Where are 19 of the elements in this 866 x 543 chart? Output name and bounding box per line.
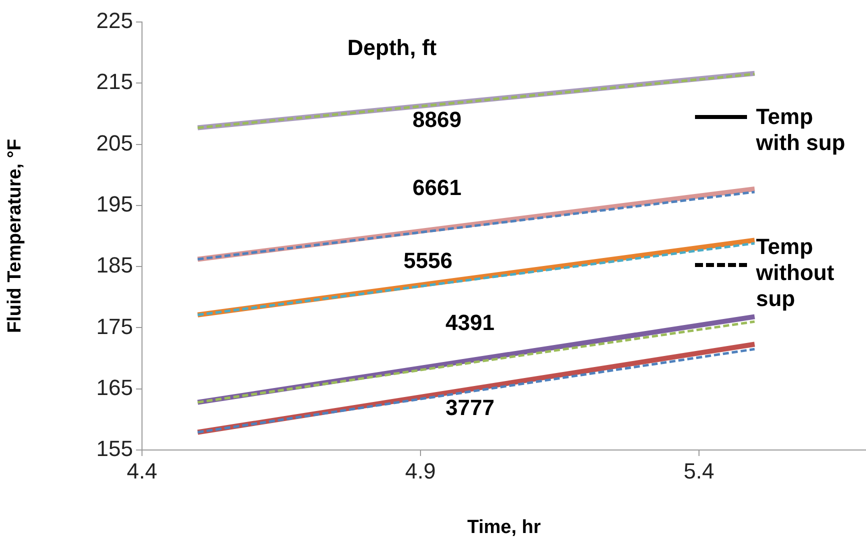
annotation: Depth, ft — [347, 35, 437, 61]
annotation: Temp with sup — [756, 104, 846, 156]
y-tick-label: 165 — [96, 374, 133, 400]
x-tick-label: 4.9 — [405, 458, 436, 484]
annotation: 3777 — [446, 395, 494, 421]
annotation: Temp without sup — [756, 234, 836, 312]
y-tick-label: 195 — [96, 191, 133, 216]
annotation: 8869 — [412, 107, 462, 133]
y-tick-label: 215 — [96, 69, 133, 94]
annotation: 6661 — [412, 175, 462, 201]
y-tick-label: 175 — [96, 314, 133, 339]
annotation: 5556 — [404, 248, 452, 274]
y-tick-label: 225 — [96, 8, 133, 34]
y-tick-label: 205 — [96, 130, 133, 156]
x-tick-label: 5.4 — [684, 458, 714, 484]
x-axis-title: Time, hr — [467, 516, 542, 538]
y-axis-title: Fluid Temperature, °F — [4, 138, 26, 334]
y-tick-label: 185 — [96, 252, 133, 278]
annotation: 4391 — [446, 310, 494, 336]
